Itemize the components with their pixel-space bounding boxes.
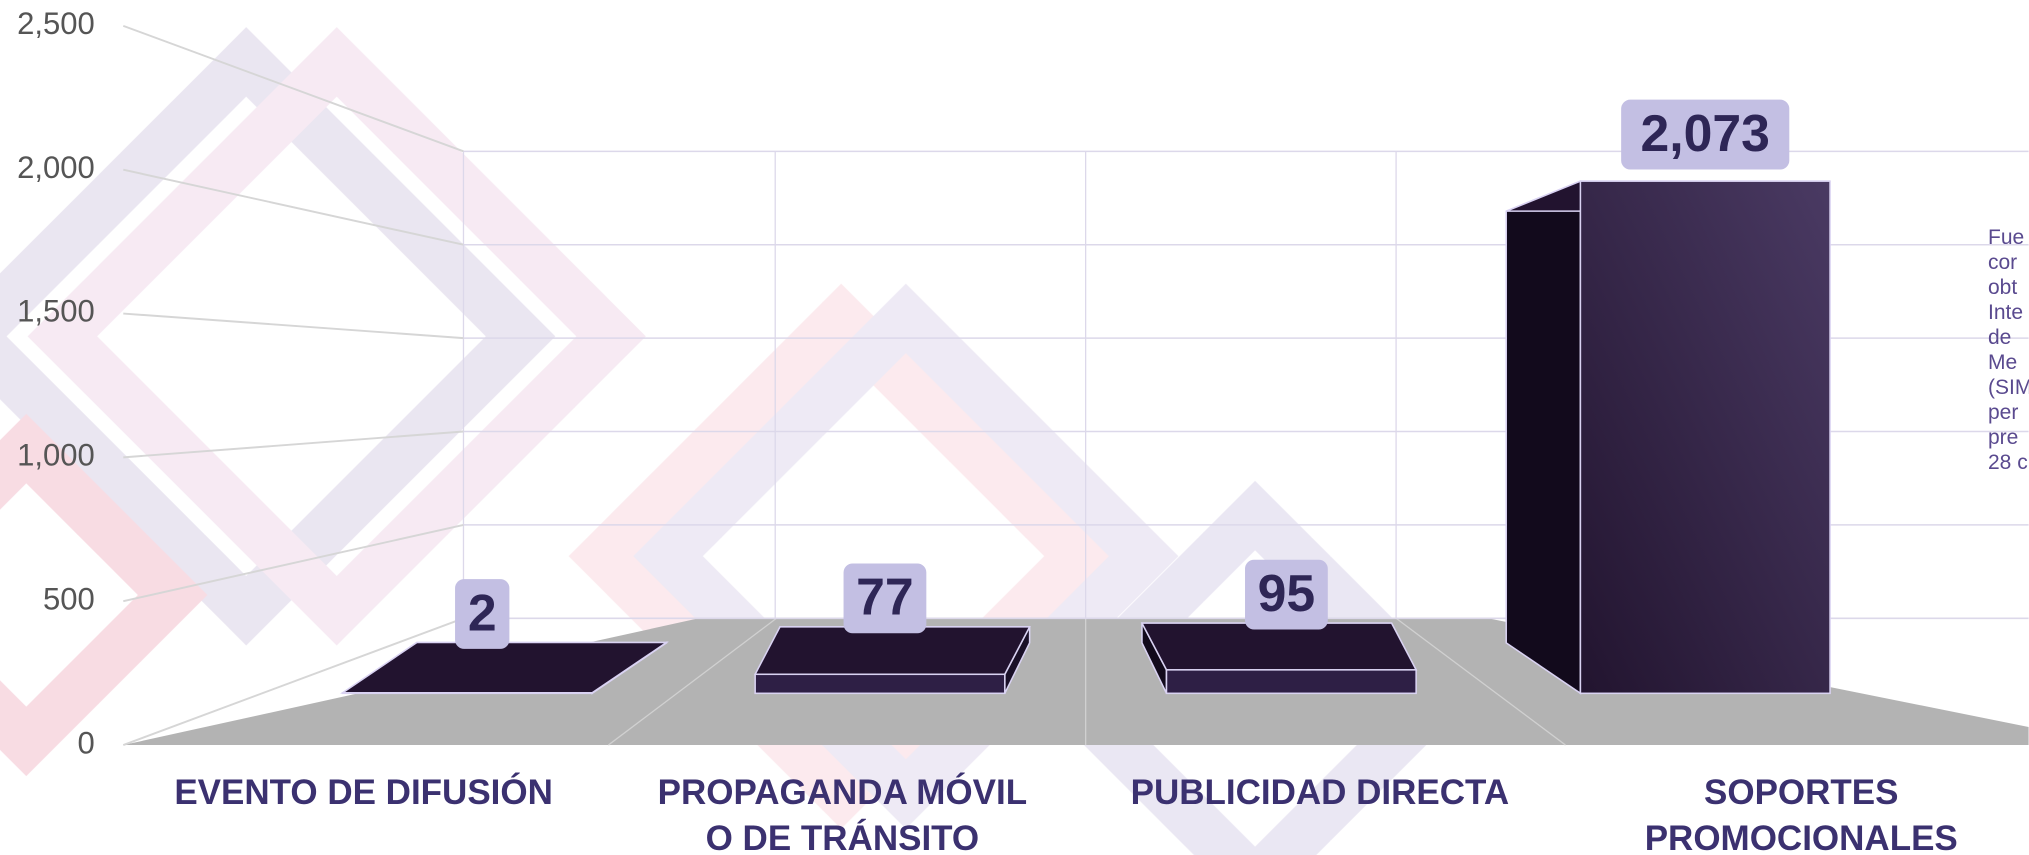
page: 0 500 1,000 1,500 2,000 2,500 2 77 95 2,073 EVEN… bbox=[0, 0, 2029, 855]
y-tick-label: 500 bbox=[43, 581, 95, 616]
value-label: 95 bbox=[1258, 564, 1316, 622]
y-tick-label: 2,500 bbox=[17, 6, 95, 41]
chart: 0 500 1,000 1,500 2,000 2,500 2 77 95 2,073 bbox=[0, 0, 2029, 855]
x-tick-label: EVENTO DE DIFUSIÓN bbox=[104, 770, 624, 816]
source-note-line: Me bbox=[1988, 351, 2017, 375]
source-note-line: (SIM bbox=[1988, 376, 2029, 400]
bar bbox=[755, 674, 1005, 693]
y-tick-label: 1,000 bbox=[17, 438, 95, 473]
source-note-line: de bbox=[1988, 326, 2011, 350]
y-tick-label: 1,500 bbox=[17, 294, 95, 329]
source-note-line: per bbox=[1988, 401, 2018, 425]
grid-line bbox=[123, 314, 463, 339]
source-note-line: cor bbox=[1988, 251, 2017, 275]
source-note-line: 28 c bbox=[1988, 451, 2028, 475]
x-tick-label: PUBLICIDAD DIRECTA bbox=[1060, 770, 1580, 816]
x-tick-label: PROPAGANDA MÓVIL O DE TRÁNSITO bbox=[582, 770, 1102, 855]
source-note-line: pre bbox=[1988, 426, 2018, 450]
value-label: 2 bbox=[468, 583, 497, 641]
source-note-line: obt bbox=[1988, 276, 2017, 300]
y-tick-label: 0 bbox=[78, 725, 95, 760]
bar-top bbox=[755, 627, 1029, 674]
bar bbox=[1580, 181, 1830, 693]
x-tick-label: SOPORTES PROMOCIONALES bbox=[1541, 770, 2029, 855]
value-label: 2,073 bbox=[1641, 104, 1770, 162]
y-tick-label: 2,000 bbox=[17, 150, 95, 185]
bar bbox=[1166, 670, 1416, 693]
source-note-line: Fue bbox=[1988, 226, 2024, 250]
bar-top bbox=[1142, 623, 1416, 670]
bar-side bbox=[1506, 181, 1580, 693]
source-note-line: Inte bbox=[1988, 301, 2023, 325]
value-label: 77 bbox=[856, 568, 914, 626]
